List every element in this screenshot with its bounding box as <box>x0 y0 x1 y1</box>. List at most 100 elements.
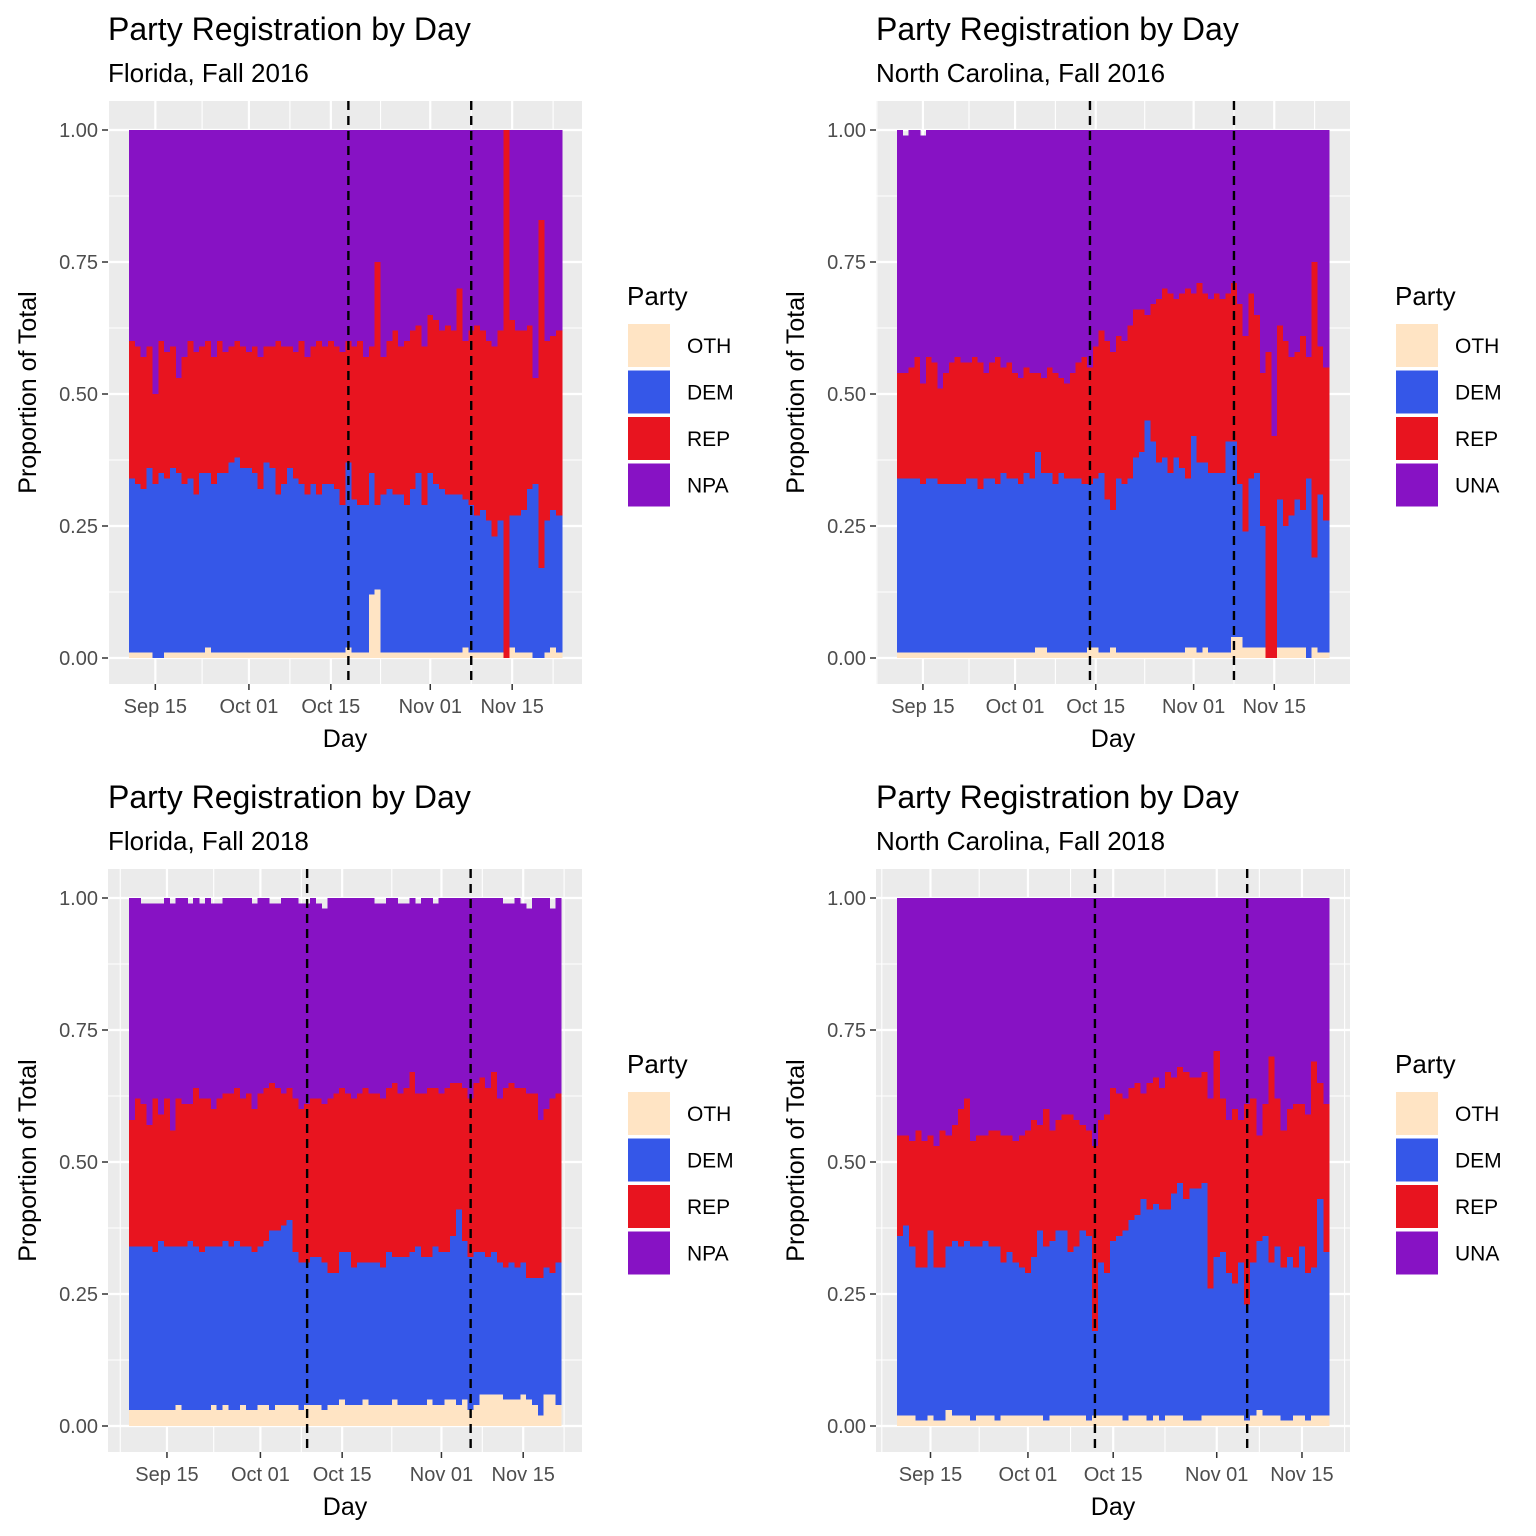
bar-dem <box>403 504 411 653</box>
bar-rep <box>152 394 159 484</box>
legend: Party OTH DEM REP UNA <box>1395 1049 1502 1275</box>
bar-dem <box>1244 1304 1251 1421</box>
bar-oth <box>146 652 153 658</box>
bar-rep <box>902 372 909 479</box>
bar-npa <box>205 130 212 342</box>
bar-npa <box>298 130 305 342</box>
bar-oth <box>903 1415 910 1426</box>
bar-oth <box>432 1404 439 1426</box>
bar-rep <box>403 1088 410 1258</box>
bar-oth <box>1144 652 1151 658</box>
bar-una <box>1288 130 1295 358</box>
bar-rep <box>538 219 545 569</box>
bar-dem <box>339 504 346 653</box>
bar-una <box>1104 130 1111 342</box>
bar-npa <box>462 130 469 342</box>
bar-rep <box>204 1098 212 1247</box>
bar-oth <box>181 652 188 658</box>
bar-una <box>1030 898 1038 1120</box>
bar-npa <box>164 898 171 1099</box>
bar-rep <box>374 262 381 505</box>
bar-rep <box>1012 1140 1020 1263</box>
bar-rep <box>1037 1125 1044 1231</box>
bar-una <box>933 898 940 1147</box>
bar-oth <box>971 652 978 658</box>
bar-npa <box>275 130 282 342</box>
bar-una <box>948 130 955 363</box>
bar-dem <box>286 467 294 653</box>
bar-dem <box>169 1246 177 1411</box>
bar-oth <box>966 652 973 658</box>
bar-una <box>977 130 984 363</box>
bar-oth <box>1012 652 1019 658</box>
bars <box>897 130 1330 658</box>
bar-rep <box>1305 1114 1312 1273</box>
bar-rep <box>1049 1130 1056 1242</box>
bar-dem <box>368 473 376 595</box>
bar-oth <box>199 652 206 658</box>
bar-npa <box>134 130 142 347</box>
bar-rep <box>1140 1093 1148 1199</box>
bar-rep <box>909 1140 916 1247</box>
bar-rep <box>1292 1103 1300 1268</box>
bar-npa <box>228 898 235 1094</box>
bar-npa <box>461 898 469 1089</box>
bar-dem <box>1006 1251 1014 1416</box>
bar-una <box>1000 130 1007 368</box>
bar-dem <box>286 1220 293 1405</box>
bar-rep <box>1110 1088 1117 1242</box>
bar-oth <box>345 647 352 658</box>
bar-rep <box>304 1103 311 1263</box>
x-tick-label: Oct 15 <box>301 696 360 718</box>
bar-rep <box>169 1130 177 1247</box>
bar-oth <box>1018 1415 1026 1426</box>
bar-oth <box>164 652 171 658</box>
bar-rep <box>1225 1119 1233 1273</box>
bar-oth <box>415 1404 422 1426</box>
bar-oth <box>1104 652 1111 658</box>
bar-una <box>1052 130 1059 373</box>
bar-rep <box>491 346 498 537</box>
bar-oth <box>439 652 446 658</box>
bar-dem <box>983 478 990 653</box>
bar-npa <box>450 130 457 331</box>
bar-oth <box>897 652 904 658</box>
bar-npa <box>432 903 439 1089</box>
bar-dem <box>1207 1288 1215 1416</box>
bar-rep <box>1231 1109 1239 1284</box>
bar-rep <box>275 1088 282 1231</box>
bar-npa <box>292 130 299 352</box>
x-tick-label: Nov 15 <box>1243 696 1306 718</box>
bar-oth <box>496 1394 504 1426</box>
bar-rep <box>1259 372 1266 526</box>
bar-rep <box>897 372 904 479</box>
bar-una <box>1201 898 1208 1073</box>
bar-dem <box>356 1262 363 1405</box>
bar-npa <box>327 130 335 342</box>
bar-dem <box>1006 478 1013 653</box>
y-tick-label: 0.25 <box>827 1284 866 1306</box>
bar-rep <box>1035 372 1042 453</box>
bar-rep <box>1323 367 1330 521</box>
y-tick-label: 0.00 <box>59 1416 98 1438</box>
bar-oth <box>491 1394 498 1426</box>
bar-una <box>1133 130 1140 310</box>
bar-una <box>909 898 916 1141</box>
bar-npa <box>444 898 451 1089</box>
bar-dem <box>1294 499 1301 648</box>
bar-oth <box>1317 652 1324 658</box>
bar-rep <box>1256 1135 1263 1242</box>
bar-rep <box>915 1130 922 1268</box>
bar-dem <box>1167 473 1174 653</box>
bar-npa <box>333 130 340 347</box>
bar-oth <box>957 1415 965 1426</box>
bar-rep <box>1041 378 1048 474</box>
bar-oth <box>152 1410 159 1426</box>
bar-rep <box>210 1109 217 1247</box>
bar-rep <box>1067 1114 1074 1252</box>
bar-dem <box>1128 1220 1135 1416</box>
bar-una <box>1294 130 1301 352</box>
bar-rep <box>485 341 493 521</box>
bar-dem <box>292 478 299 653</box>
bar-rep <box>531 1093 539 1279</box>
